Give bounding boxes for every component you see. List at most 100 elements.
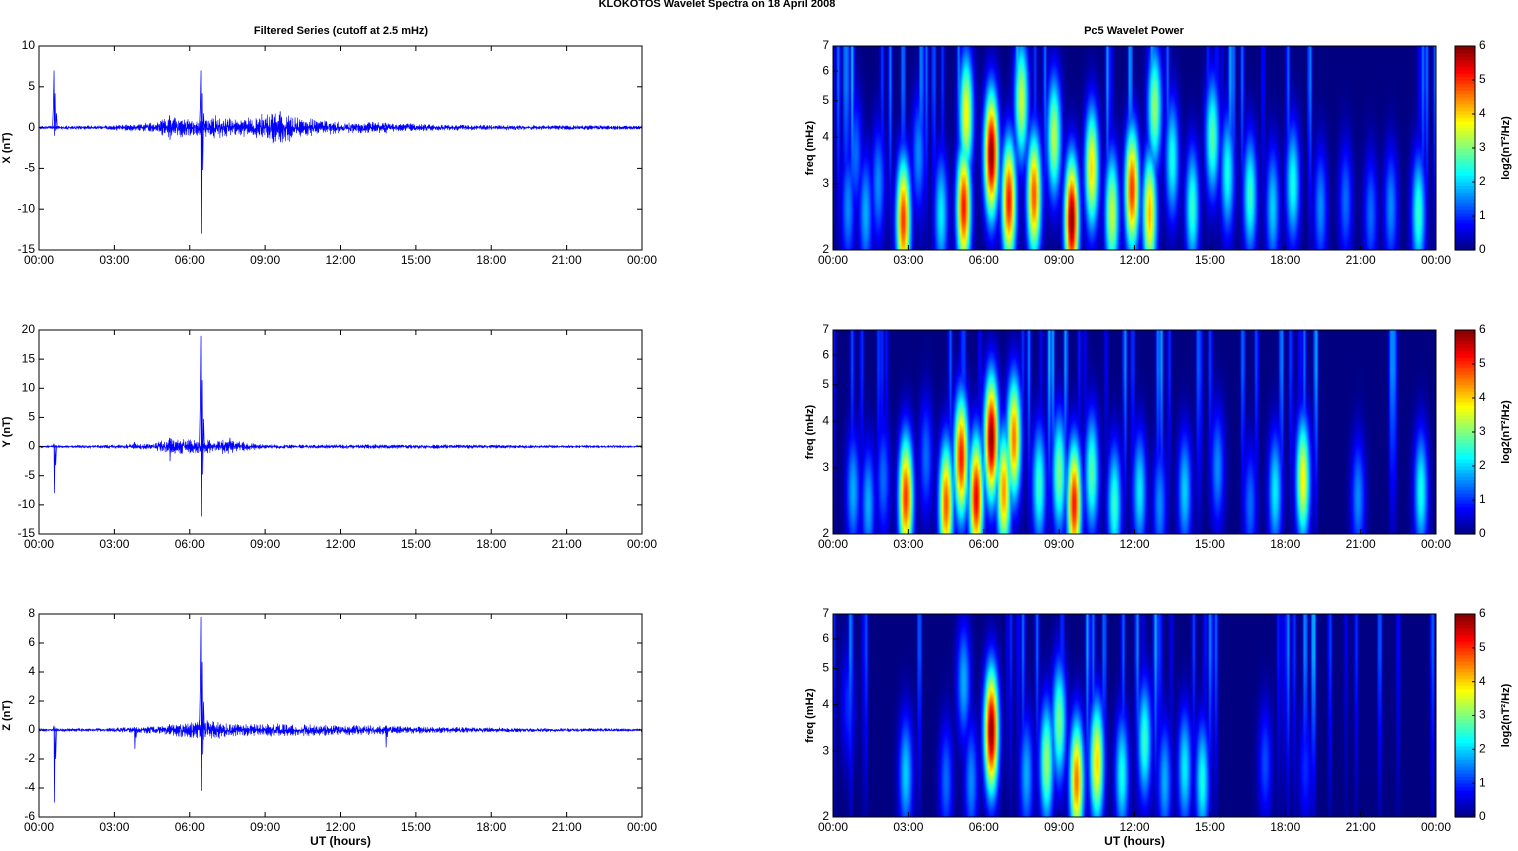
colorbar-step — [1455, 661, 1475, 666]
y-tick-label: 15 — [22, 351, 36, 365]
colorbar-step — [1455, 715, 1475, 720]
colorbar-step — [1455, 148, 1475, 152]
colorbar-step — [1455, 641, 1475, 646]
colorbar-step — [1455, 350, 1475, 355]
colorbar-step — [1455, 347, 1475, 351]
colorbar-step — [1455, 810, 1475, 815]
wavelet-power-image — [833, 46, 1436, 250]
colorbar-step — [1455, 107, 1475, 112]
spike-4 — [383, 122, 390, 134]
colorbar-step — [1455, 634, 1475, 639]
colorbar-step — [1455, 654, 1475, 659]
spike-0 — [52, 725, 58, 803]
series-line — [38, 438, 643, 455]
colorbar-step — [1455, 134, 1475, 139]
colorbar-step — [1455, 489, 1475, 494]
spike-2 — [167, 437, 174, 462]
x-tick-label: 09:00 — [250, 820, 280, 834]
y-tick-label: 10 — [22, 38, 36, 52]
colorbar-step — [1455, 637, 1475, 642]
colorbar-step — [1455, 466, 1475, 470]
colorbar-step — [1455, 793, 1475, 798]
colorbar-step — [1455, 59, 1475, 64]
colorbar-step — [1455, 340, 1475, 345]
colorbar-step — [1455, 336, 1475, 341]
y-tick-label: -4 — [24, 780, 35, 794]
colorbar-step — [1455, 438, 1475, 443]
colorbar-step — [1455, 620, 1475, 625]
x-tick-label: 06:00 — [175, 253, 205, 267]
y-axis-label: Y (nT) — [1, 416, 13, 447]
x-tick-label: 18:00 — [1270, 253, 1300, 267]
colorbar-step — [1455, 408, 1475, 413]
colorbar-step — [1455, 624, 1475, 629]
x-tick-label: 15:00 — [401, 537, 431, 551]
colorbar-step — [1455, 56, 1475, 61]
colorbar: 0 1 2 3 4 5 6 log2(nT²/Hz) — [1454, 38, 1512, 256]
colorbar-step — [1455, 364, 1475, 368]
colorbar-tick-label: 4 — [1479, 674, 1486, 688]
colorbar-step — [1455, 756, 1475, 761]
spike-1 — [199, 616, 205, 791]
colorbar-step — [1455, 229, 1475, 234]
colorbar-step — [1455, 144, 1475, 149]
left-column-title: Filtered Series (cutoff at 2.5 mHz) — [253, 25, 429, 37]
x-tick-label: 00:00 — [627, 820, 657, 834]
colorbar-step — [1455, 776, 1475, 781]
x-tick-label: 12:00 — [1119, 253, 1149, 267]
colorbar-step — [1455, 685, 1475, 690]
colorbar-step — [1455, 678, 1475, 683]
colorbar-step — [1455, 800, 1475, 805]
colorbar-step — [1455, 131, 1475, 135]
x-tick-label: 00:00 — [1421, 253, 1451, 267]
colorbar-step — [1455, 759, 1475, 764]
colorbar-step — [1455, 691, 1475, 696]
x-tick-label: 18:00 — [476, 537, 506, 551]
wavelet-power-image — [833, 614, 1436, 817]
colorbar-step — [1455, 752, 1475, 757]
x-tick-label: 12:00 — [1119, 537, 1149, 551]
colorbar-step — [1455, 779, 1475, 784]
x-tick-label: 03:00 — [893, 537, 923, 551]
colorbar-label: log2(nT²/Hz) — [1500, 116, 1512, 180]
spike-1 — [199, 335, 205, 517]
y-tick-label: 4 — [822, 413, 829, 427]
colorbar-step — [1455, 428, 1475, 433]
y-tick-label: -15 — [18, 526, 36, 540]
colorbar-step — [1455, 674, 1475, 679]
x-tick-label: 06:00 — [969, 537, 999, 551]
heatmap-panel-x: 2 3 4 5 6 7 00:00 03:00 06:00 09:00 12:00 15:00 18:0… — [804, 38, 1512, 267]
x-tick-label: 21:00 — [552, 253, 582, 267]
colorbar-step — [1455, 803, 1475, 808]
colorbar-tick-label: 2 — [1479, 458, 1486, 472]
colorbar-tick-label: 5 — [1479, 640, 1486, 654]
y-tick-label: 6 — [822, 347, 829, 361]
colorbar-step — [1455, 530, 1475, 535]
y-axis-label: Z (nT) — [1, 700, 13, 731]
figure-title: KLOKOTOS Wavelet Spectra on 18 April 200… — [598, 0, 836, 10]
colorbar-step — [1455, 97, 1475, 101]
colorbar-step — [1455, 110, 1475, 115]
x-tick-label: 09:00 — [1044, 820, 1074, 834]
colorbar-step — [1455, 391, 1475, 396]
x-tick-label: 15:00 — [1195, 537, 1225, 551]
colorbar-tick-label: 6 — [1479, 606, 1486, 620]
y-tick-label: -2 — [24, 751, 35, 765]
x-tick-label: 06:00 — [175, 537, 205, 551]
y-tick-label: 7 — [822, 606, 829, 620]
plot-area — [39, 614, 642, 817]
colorbar-step — [1455, 192, 1475, 197]
y-axis-label: freq (mHz) — [804, 404, 816, 459]
colorbar-tick-label: 1 — [1479, 492, 1486, 506]
colorbar-tick-label: 1 — [1479, 208, 1486, 222]
colorbar-step — [1455, 708, 1475, 713]
x-tick-label: 09:00 — [1044, 253, 1074, 267]
colorbar-step — [1455, 712, 1475, 717]
colorbar-step — [1455, 452, 1475, 457]
y-tick-label: 2 — [822, 526, 829, 540]
colorbar-step — [1455, 421, 1475, 426]
colorbar: 0 1 2 3 4 5 6 log2(nT²/Hz) — [1454, 322, 1512, 540]
y-tick-label: 6 — [822, 631, 829, 645]
colorbar-tick-label: 0 — [1479, 526, 1486, 540]
colorbar-step — [1455, 614, 1475, 618]
